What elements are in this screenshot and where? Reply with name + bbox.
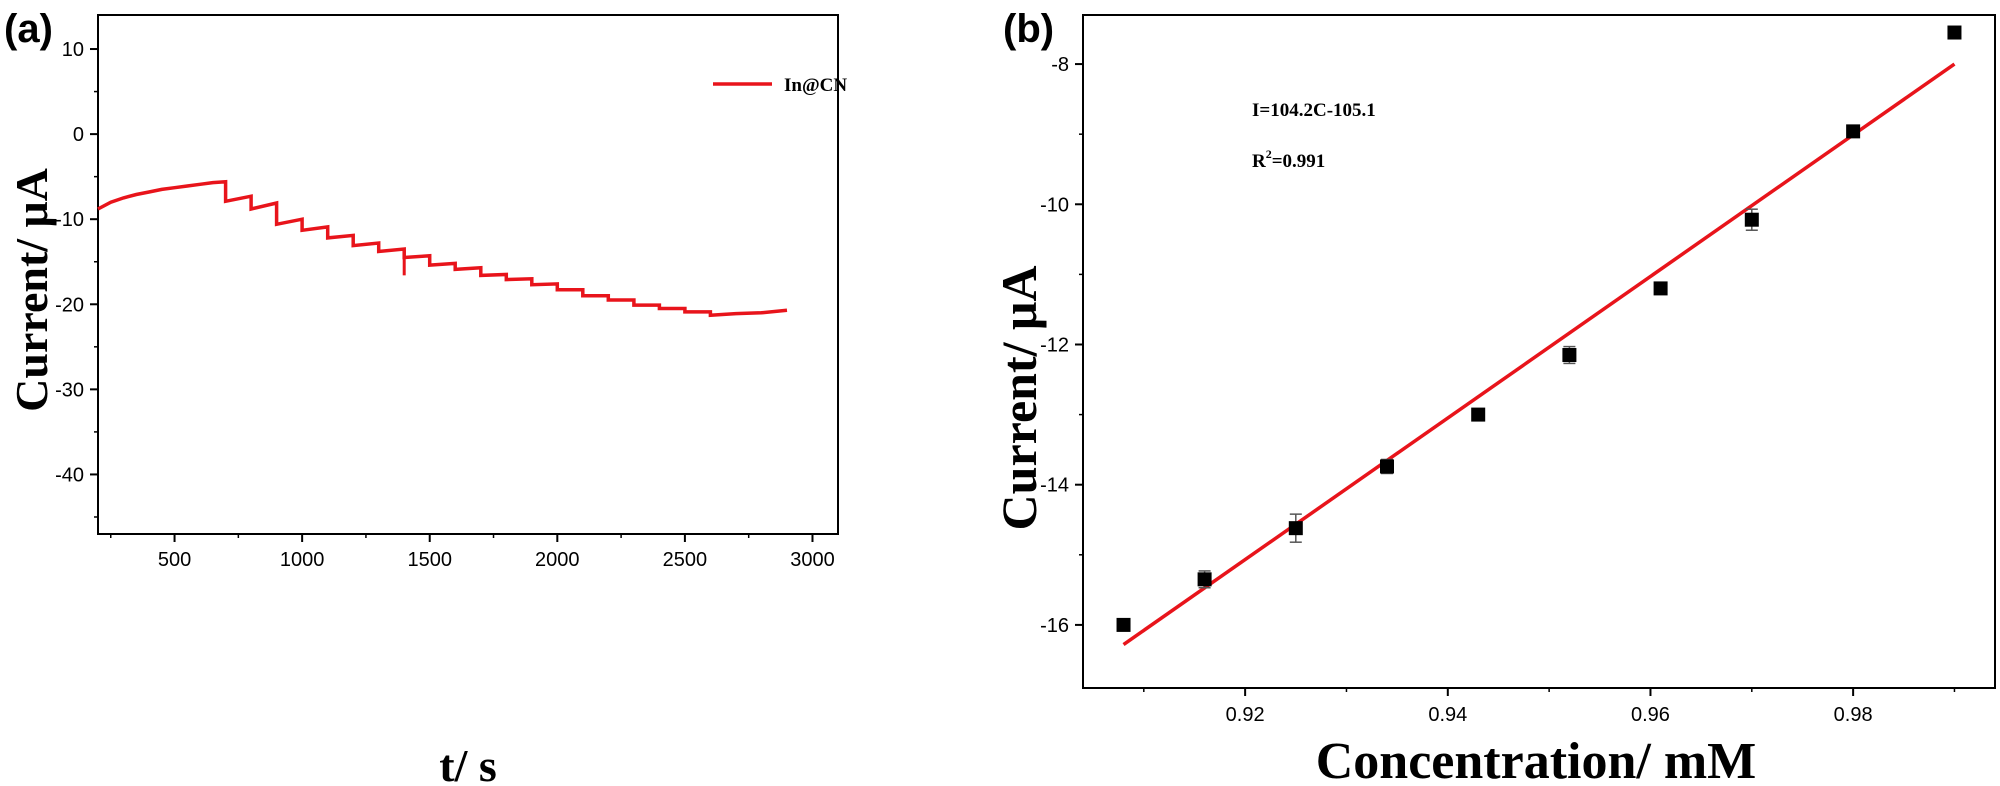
panel-b-data-points [1116, 25, 1962, 632]
r-squared: R2=0.991 [1252, 147, 1325, 172]
square-marker [1947, 25, 1962, 40]
square-marker [1653, 281, 1668, 296]
data-point [1947, 25, 1962, 40]
panel-b-x-axis-title: Concentration/ mM [1316, 733, 1756, 786]
b-x-tick-label: 0.92 [1226, 704, 1265, 726]
a-y-tick-label: -40 [55, 464, 84, 486]
a-y-tick-label: 0 [73, 124, 84, 146]
a-x-tick-label: 500 [158, 549, 191, 571]
a-y-tick-label: -20 [55, 294, 84, 316]
square-marker [1562, 348, 1577, 363]
square-marker [1380, 459, 1394, 474]
panel-b-y-axis-title: Current/ μA [991, 266, 1047, 531]
a-x-tick-label: 3000 [790, 549, 835, 571]
legend-label-in-cn: In@CN [784, 75, 847, 96]
a-x-tick-label: 2000 [535, 549, 580, 571]
square-marker [1288, 521, 1303, 536]
b-y-tick-label: -8 [1051, 54, 1069, 76]
data-point [1380, 458, 1394, 475]
panel-a-x-ticks: 500 1000 1500 2000 2500 3000 [110, 534, 835, 571]
data-point [1288, 513, 1303, 543]
linear-fit-line [1122, 62, 1956, 646]
b-x-tick-label: 0.96 [1631, 704, 1670, 726]
b-y-tick-label: -12 [1040, 334, 1069, 356]
square-marker [1197, 572, 1212, 587]
a-x-tick-label: 1000 [280, 549, 325, 571]
square-marker [1471, 407, 1486, 422]
data-point [1653, 281, 1668, 296]
panel-b-frame [1082, 14, 1996, 689]
data-point [1116, 617, 1131, 632]
data-point [1562, 345, 1577, 365]
a-y-tick-label: 10 [62, 39, 84, 61]
panel-b-x-ticks: 0.92 0.94 0.96 0.98 [1143, 688, 1956, 726]
panel-a-y-axis-title: Current/ μA [6, 168, 57, 412]
panel-a-frame [97, 14, 839, 535]
panel-b-label: (b) [1003, 7, 1054, 51]
panel-a: (a) 500 1000 1500 2000 2500 3000 10 0 -10 -20 -30… [4, 7, 847, 786]
data-point [1471, 407, 1486, 422]
panel-b-y-ticks: -8 -10 -12 -14 -16 [1040, 54, 1083, 637]
panel-a-label: (a) [4, 7, 53, 51]
panel-b: (b) 0.92 0.94 0.96 0.98 -8 -10 -12 -14 -16 I=10… [991, 7, 1996, 786]
fit-equation: I=104.2C-105.1 [1252, 100, 1376, 121]
b-y-tick-label: -10 [1040, 194, 1069, 216]
a-x-tick-label: 1500 [407, 549, 452, 571]
a-y-tick-label: -10 [55, 209, 84, 231]
panel-a-legend: In@CN [713, 75, 847, 96]
a-x-tick-label: 2500 [663, 549, 708, 571]
data-point [1744, 208, 1759, 231]
square-marker [1116, 617, 1131, 632]
square-marker [1846, 124, 1861, 139]
data-point [1846, 124, 1861, 139]
panel-a-x-axis-title: t/ s [439, 740, 497, 786]
b-x-tick-label: 0.98 [1834, 704, 1873, 726]
b-x-tick-label: 0.94 [1428, 704, 1467, 726]
panel-a-y-ticks: 10 0 -10 -20 -30 -40 [55, 39, 98, 518]
in-cn-series-line [97, 179, 788, 318]
a-y-tick-label: -30 [55, 379, 84, 401]
data-point [1197, 570, 1212, 589]
b-y-tick-label: -16 [1040, 615, 1069, 637]
b-y-tick-label: -14 [1040, 475, 1069, 497]
square-marker [1744, 212, 1759, 227]
